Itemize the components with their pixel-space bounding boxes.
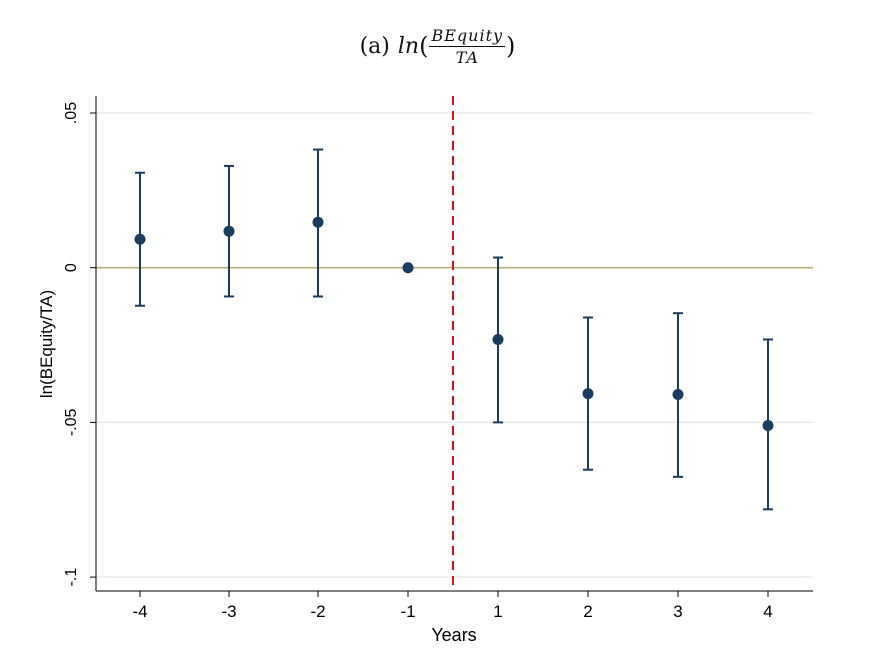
y-axis-label: ln(BEquity/TA) (37, 290, 56, 398)
title-function: ln (397, 33, 420, 59)
reference-layer (96, 96, 813, 591)
title-prefix: (a) (359, 33, 390, 59)
title-numerator: BEquity (429, 25, 506, 47)
x-tick-label: 4 (763, 602, 772, 621)
x-tick-label: -4 (132, 602, 147, 621)
point-estimate (582, 388, 594, 400)
title-fraction: BEquity TA (429, 25, 506, 67)
grid-layer (96, 112, 813, 578)
x-tick-label: -3 (221, 602, 236, 621)
x-tick-label: 1 (493, 602, 502, 621)
title-close-paren: ) (506, 32, 516, 60)
title-open-paren: ( (419, 32, 429, 60)
y-tick-label: -.05 (63, 409, 80, 437)
axis-layer: .05 0 -.05 -.1 -4 -3 -2 -1 1 2 3 4 (63, 96, 813, 621)
x-tick-label: -2 (310, 602, 325, 621)
y-tick-label: .05 (63, 102, 80, 124)
point-estimate (223, 225, 235, 237)
point-estimate (312, 216, 324, 228)
x-tick-label: 2 (583, 602, 592, 621)
y-tick-label: 0 (63, 263, 80, 272)
series-layer (134, 148, 774, 511)
point-estimate (402, 262, 414, 274)
point-estimate (492, 333, 504, 345)
x-tick-label: 3 (673, 602, 682, 621)
x-tick-label: -1 (400, 602, 415, 621)
y-tick-label: -.1 (63, 568, 80, 587)
point-estimate (762, 419, 774, 431)
title-denominator: TA (455, 47, 479, 67)
point-estimate (672, 389, 684, 401)
x-axis-label: Years (431, 625, 476, 645)
point-estimate (134, 233, 146, 245)
chart-title: (a) ln ( BEquity TA ) (0, 16, 875, 76)
